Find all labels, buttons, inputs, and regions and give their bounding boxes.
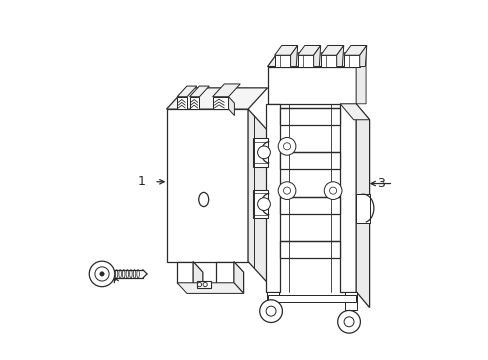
- Polygon shape: [279, 197, 340, 214]
- Polygon shape: [189, 86, 209, 97]
- Polygon shape: [266, 292, 278, 300]
- Circle shape: [259, 300, 282, 323]
- Circle shape: [257, 146, 270, 159]
- Polygon shape: [355, 53, 366, 104]
- Text: 1: 1: [137, 175, 145, 188]
- Polygon shape: [196, 281, 210, 288]
- Polygon shape: [177, 97, 187, 109]
- Circle shape: [89, 261, 115, 287]
- Polygon shape: [212, 97, 228, 109]
- Polygon shape: [313, 45, 320, 67]
- Circle shape: [278, 182, 295, 199]
- Polygon shape: [177, 283, 243, 293]
- Circle shape: [100, 272, 104, 276]
- Polygon shape: [212, 84, 240, 97]
- Circle shape: [344, 317, 353, 327]
- Polygon shape: [355, 104, 369, 307]
- Polygon shape: [247, 109, 267, 283]
- Polygon shape: [359, 45, 366, 67]
- Polygon shape: [267, 295, 355, 302]
- Polygon shape: [177, 261, 193, 283]
- Polygon shape: [343, 55, 359, 67]
- Polygon shape: [274, 55, 290, 67]
- Polygon shape: [274, 45, 297, 55]
- Polygon shape: [320, 55, 336, 67]
- Polygon shape: [253, 190, 267, 218]
- Polygon shape: [265, 104, 279, 292]
- Circle shape: [203, 283, 207, 287]
- Polygon shape: [228, 97, 234, 116]
- Polygon shape: [177, 86, 197, 97]
- Polygon shape: [253, 138, 267, 167]
- Polygon shape: [279, 108, 340, 125]
- Text: 2: 2: [100, 276, 108, 289]
- Circle shape: [265, 306, 276, 316]
- Polygon shape: [216, 261, 233, 283]
- Polygon shape: [279, 241, 340, 258]
- Polygon shape: [344, 292, 356, 310]
- Polygon shape: [340, 104, 355, 292]
- Polygon shape: [340, 104, 369, 120]
- Ellipse shape: [198, 192, 208, 207]
- Circle shape: [197, 283, 201, 287]
- Circle shape: [278, 138, 295, 155]
- Polygon shape: [267, 53, 366, 67]
- Circle shape: [257, 198, 270, 211]
- Polygon shape: [166, 88, 267, 109]
- Polygon shape: [290, 45, 297, 67]
- Polygon shape: [355, 194, 369, 222]
- Polygon shape: [166, 109, 247, 261]
- Polygon shape: [189, 97, 199, 109]
- Polygon shape: [320, 45, 343, 55]
- Polygon shape: [279, 152, 340, 169]
- Polygon shape: [297, 55, 313, 67]
- Polygon shape: [233, 261, 243, 293]
- Circle shape: [324, 182, 341, 199]
- Circle shape: [337, 310, 360, 333]
- Polygon shape: [267, 67, 355, 104]
- Polygon shape: [336, 45, 343, 67]
- Polygon shape: [297, 45, 320, 55]
- Polygon shape: [343, 45, 366, 55]
- Text: 3: 3: [376, 177, 384, 190]
- Polygon shape: [193, 261, 203, 293]
- Circle shape: [95, 267, 109, 281]
